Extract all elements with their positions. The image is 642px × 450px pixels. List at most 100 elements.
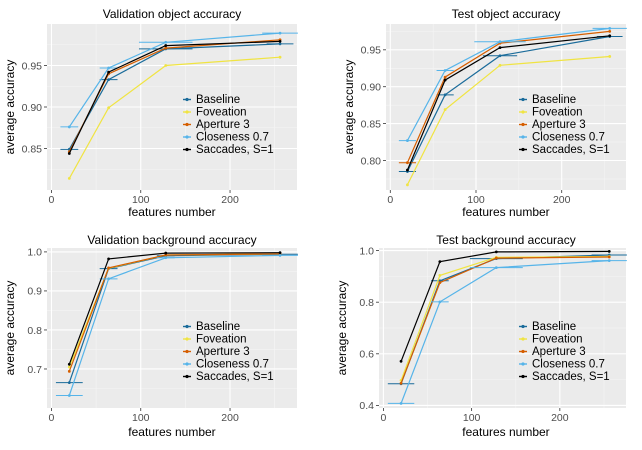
data-point [438,260,442,264]
series-foveation [406,55,612,187]
series-saccades-s-1 [399,249,611,363]
plot-background [386,24,626,190]
legend-key-point [185,110,189,114]
tick-label-x: 0 [387,194,393,206]
tick-label-y: 0.80 [361,155,382,167]
data-point [498,46,502,50]
legend-label: Saccades, S=1 [532,371,610,383]
x-axis-label: features number [462,205,549,219]
data-point [107,266,111,270]
legend-key-point [521,374,525,379]
data-point [608,27,612,30]
series-line [68,253,281,372]
legend-key-point [185,97,189,102]
data-point [399,359,403,363]
series-closeness-0-7 [60,31,298,129]
legend-key-point [185,349,189,354]
tick-label-x: 0 [49,194,55,206]
data-point [438,273,442,277]
tick-label-x: 0 [49,412,55,424]
legend-label: Foveation [196,107,247,119]
tick-label-x: 100 [132,194,150,206]
tick-label-x: 100 [132,412,150,424]
series-closeness-0-7 [55,254,298,397]
legend-key-point [521,97,525,102]
series-line [400,255,610,381]
series-saccades-s-1 [406,34,612,172]
data-point [399,381,403,385]
tick-label-y: 0.8 [27,325,42,337]
tick-label-y: 0.95 [22,60,43,72]
data-point [608,29,612,33]
y-axis-label: average accuracy [3,281,17,376]
series-closeness-0-7 [387,259,627,405]
data-point [607,249,611,253]
chart-panel-4: 0 100 200 0.4 0.6 0.8 1.0 BaselineFoveationAper… [335,233,627,439]
series-line [406,35,610,172]
data-point [107,70,111,74]
data-point [498,63,502,67]
series-saccades-s-1 [67,40,282,155]
data-point [67,125,71,129]
legend-label: Closeness 0.7 [532,132,605,144]
data-point [107,78,111,82]
data-point [278,254,282,257]
tick-label-x: 100 [467,194,485,206]
legend-key-point [521,110,525,114]
legend-key-point [521,122,525,127]
data-point [164,253,168,257]
chart-title: Test object accuracy [452,7,561,21]
tick-label-x: 200 [221,194,239,206]
legend-label: Closeness 0.7 [532,359,605,371]
y-axis-label: average accuracy [335,281,349,376]
data-point [67,176,71,180]
legend-label: Closeness 0.7 [196,132,269,144]
data-point [494,266,498,270]
tick-label-x: 200 [553,194,571,206]
legend-label: Foveation [532,334,583,346]
legend-key-point [521,349,525,354]
data-point [406,183,409,187]
legend-label: Baseline [196,94,240,106]
legend-key-point [185,135,189,139]
data-point [443,75,447,79]
tick-label-y: 0.85 [361,118,382,130]
legend-label: Closeness 0.7 [196,359,269,371]
y-axis-label: average accuracy [342,60,356,155]
chart-panel-2: 0 100 200 0.80 0.85 0.90 0.95 BaselineFoveation… [342,7,627,219]
data-point [498,54,502,58]
legend-key-point [521,147,525,152]
legend-key-point [521,337,525,341]
data-point [443,78,447,82]
data-point [67,362,71,366]
series-line [68,254,281,396]
tick-label-x: 200 [551,412,569,424]
tick-label-y: 0.7 [27,364,42,376]
y-axis-label: average accuracy [3,60,17,155]
series-line [406,35,610,171]
data-point [494,250,498,254]
tick-label-x: 100 [463,412,481,424]
data-point [164,40,168,44]
tick-label-y: 0.4 [359,400,374,412]
data-point [67,394,71,397]
series-line [400,256,610,384]
data-point [278,42,282,46]
legend-label: Foveation [532,107,583,119]
legend-key-point [185,122,189,127]
chart-title: Test background accuracy [436,233,575,247]
x-axis-label: features number [128,205,215,219]
data-point [406,139,409,142]
tick-label-y: 0.9 [27,286,42,298]
series-aperture-3 [399,255,611,385]
data-point [67,381,71,385]
series-line [68,32,281,128]
data-point [278,40,282,43]
data-point [164,44,168,47]
legend-label: Saccades, S=1 [196,144,274,156]
tick-label-x: 200 [221,412,239,424]
x-axis-label: features number [462,425,549,439]
